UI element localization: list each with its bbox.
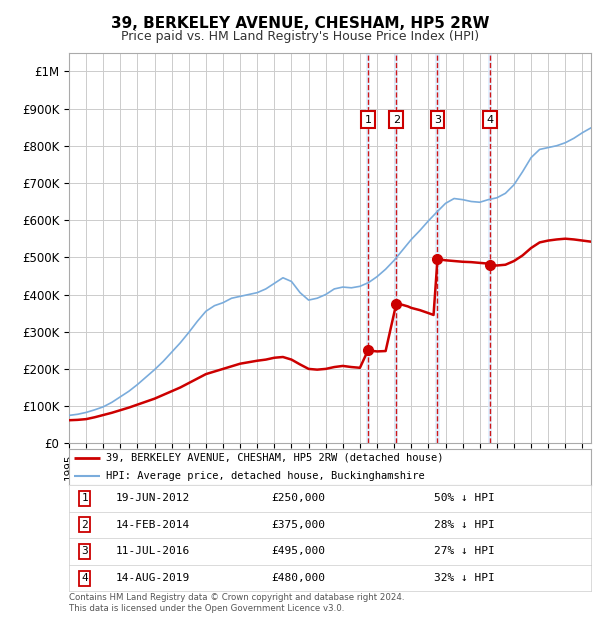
Text: 1: 1 [364, 115, 371, 125]
Text: 4: 4 [487, 115, 494, 125]
Text: 3: 3 [81, 546, 88, 557]
Text: Price paid vs. HM Land Registry's House Price Index (HPI): Price paid vs. HM Land Registry's House … [121, 30, 479, 43]
Text: 28% ↓ HPI: 28% ↓ HPI [434, 520, 495, 530]
Text: 4: 4 [81, 573, 88, 583]
Text: 50% ↓ HPI: 50% ↓ HPI [434, 493, 495, 503]
Text: £375,000: £375,000 [272, 520, 326, 530]
Text: £250,000: £250,000 [272, 493, 326, 503]
Text: £495,000: £495,000 [272, 546, 326, 557]
Text: Contains HM Land Registry data © Crown copyright and database right 2024.
This d: Contains HM Land Registry data © Crown c… [69, 593, 404, 613]
Text: HPI: Average price, detached house, Buckinghamshire: HPI: Average price, detached house, Buck… [106, 471, 424, 481]
Text: 1: 1 [81, 493, 88, 503]
Bar [366, 53, 370, 443]
Text: 14-FEB-2014: 14-FEB-2014 [115, 520, 190, 530]
Text: 39, BERKELEY AVENUE, CHESHAM, HP5 2RW: 39, BERKELEY AVENUE, CHESHAM, HP5 2RW [111, 16, 489, 30]
Text: 27% ↓ HPI: 27% ↓ HPI [434, 546, 495, 557]
Text: 2: 2 [392, 115, 400, 125]
Text: £480,000: £480,000 [272, 573, 326, 583]
Text: 11-JUL-2016: 11-JUL-2016 [115, 546, 190, 557]
Text: 3: 3 [434, 115, 441, 125]
Text: 19-JUN-2012: 19-JUN-2012 [115, 493, 190, 503]
Bar [394, 53, 398, 443]
Bar [436, 53, 440, 443]
Text: 14-AUG-2019: 14-AUG-2019 [115, 573, 190, 583]
Text: 39, BERKELEY AVENUE, CHESHAM, HP5 2RW (detached house): 39, BERKELEY AVENUE, CHESHAM, HP5 2RW (d… [106, 453, 443, 463]
Text: 2: 2 [81, 520, 88, 530]
Text: 32% ↓ HPI: 32% ↓ HPI [434, 573, 495, 583]
Bar [488, 53, 493, 443]
